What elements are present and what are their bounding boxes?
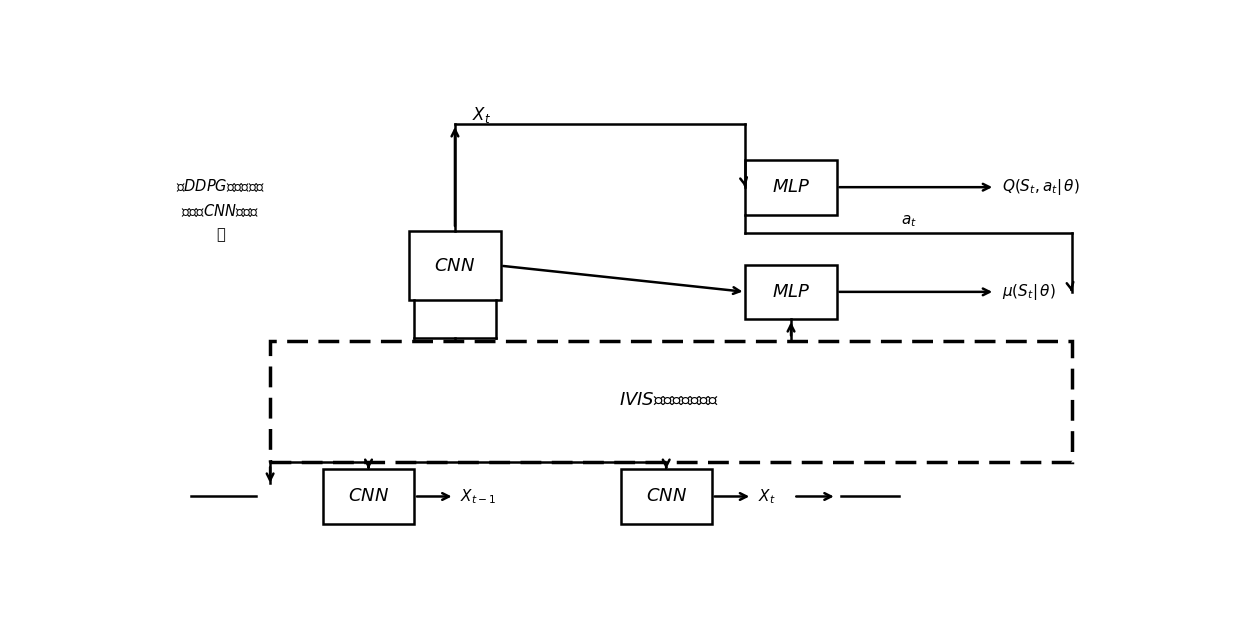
Text: $a_t$: $a_t$	[901, 213, 917, 229]
Text: 在$DDPG$中使用带有
门控的$CNN$神经网
络: 在$DDPG$中使用带有 门控的$CNN$神经网 络	[176, 178, 265, 242]
Text: $X_t$: $X_t$	[472, 104, 491, 125]
FancyBboxPatch shape	[270, 341, 1072, 462]
Text: $\mathit{MLP}$: $\mathit{MLP}$	[772, 178, 810, 196]
Text: $\mathit{CNN}$: $\mathit{CNN}$	[435, 256, 476, 274]
FancyBboxPatch shape	[323, 469, 414, 524]
FancyBboxPatch shape	[409, 231, 501, 300]
Text: $\mathit{CNN}$: $\mathit{CNN}$	[348, 488, 389, 506]
Text: $X_t$: $X_t$	[758, 487, 776, 506]
FancyBboxPatch shape	[621, 469, 711, 524]
Text: $\mathit{CNN}$: $\mathit{CNN}$	[646, 488, 686, 506]
Text: $\mathit{IVIS}$运行状况指标集: $\mathit{IVIS}$运行状况指标集	[618, 391, 719, 409]
Text: $Q(S_t, a_t|\,\theta)$: $Q(S_t, a_t|\,\theta)$	[1002, 177, 1079, 197]
Text: $\mu(S_t|\,\theta)$: $\mu(S_t|\,\theta)$	[1002, 282, 1056, 302]
Text: $\mathit{MLP}$: $\mathit{MLP}$	[772, 283, 810, 301]
FancyBboxPatch shape	[746, 160, 836, 214]
FancyBboxPatch shape	[746, 265, 836, 320]
Text: $X_{t-1}$: $X_{t-1}$	[460, 487, 497, 506]
